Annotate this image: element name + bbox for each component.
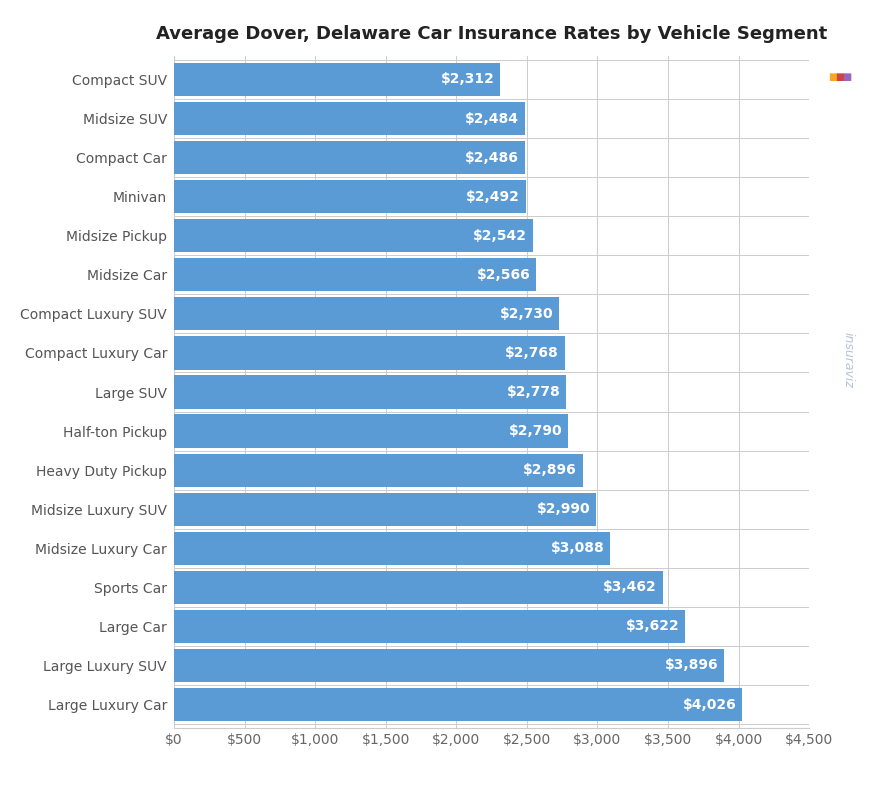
Bar xyxy=(174,454,582,486)
Bar xyxy=(174,493,595,526)
Text: $2,990: $2,990 xyxy=(536,502,590,516)
Bar xyxy=(174,649,723,682)
Title: Average Dover, Delaware Car Insurance Rates by Vehicle Segment: Average Dover, Delaware Car Insurance Ra… xyxy=(156,26,826,43)
Bar xyxy=(174,688,741,721)
Bar xyxy=(174,180,525,214)
Bar xyxy=(174,219,532,252)
Text: $2,542: $2,542 xyxy=(473,229,527,242)
Text: $2,492: $2,492 xyxy=(466,190,520,204)
Bar xyxy=(174,258,535,291)
Bar xyxy=(174,532,609,565)
Bar xyxy=(174,414,567,448)
Bar xyxy=(174,570,662,604)
Text: insuraviz: insuraviz xyxy=(841,332,853,388)
Text: ■: ■ xyxy=(827,72,837,82)
Text: $3,896: $3,896 xyxy=(664,658,718,673)
Text: $3,088: $3,088 xyxy=(550,542,603,555)
Text: $4,026: $4,026 xyxy=(682,698,736,711)
Bar xyxy=(174,375,566,409)
Bar xyxy=(174,336,564,370)
Bar xyxy=(174,298,559,330)
Text: ■: ■ xyxy=(834,72,844,82)
Text: $3,622: $3,622 xyxy=(625,619,679,634)
Text: $2,486: $2,486 xyxy=(465,150,519,165)
Text: ■: ■ xyxy=(841,72,851,82)
Bar xyxy=(174,141,524,174)
Text: $2,312: $2,312 xyxy=(441,73,494,86)
Text: $2,484: $2,484 xyxy=(464,111,518,126)
Text: $2,768: $2,768 xyxy=(505,346,559,360)
Text: $3,462: $3,462 xyxy=(602,580,656,594)
Bar xyxy=(174,610,685,643)
Bar xyxy=(174,63,500,96)
Text: $2,790: $2,790 xyxy=(507,424,561,438)
Text: $2,566: $2,566 xyxy=(476,268,530,282)
Text: $2,896: $2,896 xyxy=(523,463,576,477)
Text: $2,778: $2,778 xyxy=(506,385,560,399)
Text: $2,730: $2,730 xyxy=(500,307,553,321)
Bar xyxy=(174,102,524,135)
